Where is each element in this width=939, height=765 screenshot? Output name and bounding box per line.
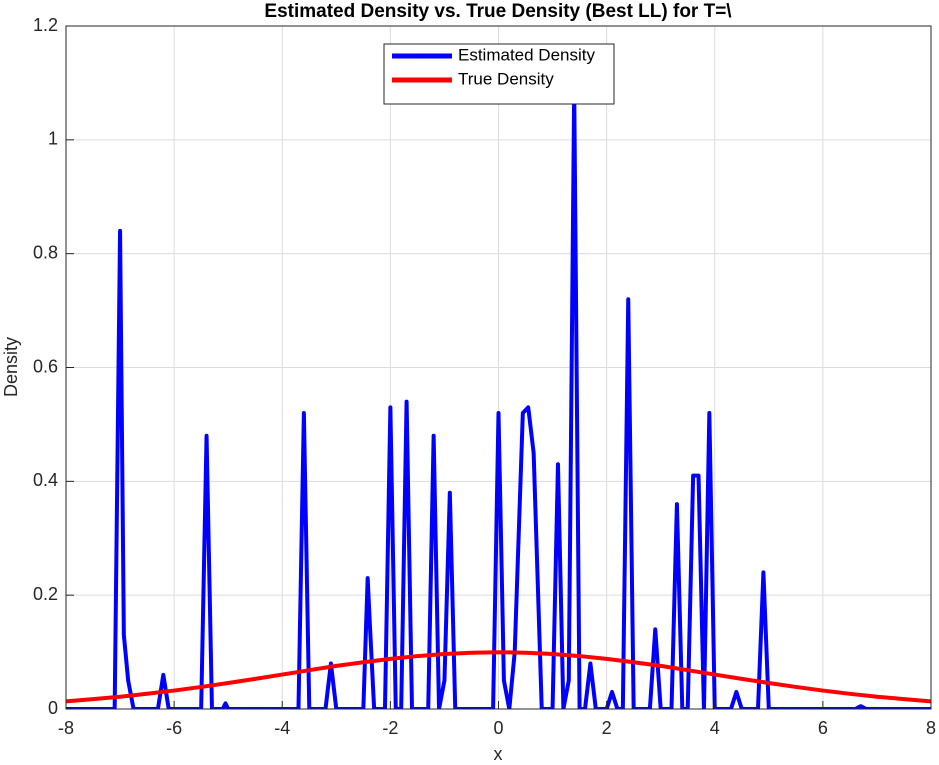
x-tick-label: -8 bbox=[58, 718, 74, 738]
y-axis-label: Density bbox=[1, 337, 21, 397]
y-tick-label: 0 bbox=[48, 698, 58, 718]
legend-box bbox=[383, 43, 615, 105]
y-tick-label: 1.2 bbox=[33, 15, 58, 35]
data-line bbox=[66, 650, 931, 704]
x-tick-label: 2 bbox=[602, 718, 612, 738]
x-tick-label: -6 bbox=[166, 718, 182, 738]
x-tick-label: 0 bbox=[493, 718, 503, 738]
legend-label: True Density bbox=[458, 69, 554, 88]
x-tick-label: 8 bbox=[926, 718, 936, 738]
x-tick-label: -4 bbox=[274, 718, 290, 738]
chart-title: Estimated Density vs. True Density (Best… bbox=[264, 1, 732, 22]
y-tick-label: 0.8 bbox=[33, 242, 58, 262]
x-axis-label: x bbox=[494, 744, 503, 764]
y-tick-label: 0.4 bbox=[33, 470, 58, 490]
y-tick-label: 0.2 bbox=[33, 584, 58, 604]
y-tick-label: 0.6 bbox=[33, 356, 58, 376]
x-tick-label: 4 bbox=[710, 718, 720, 738]
legend-label: Estimated Density bbox=[458, 45, 595, 64]
x-tick-label: 6 bbox=[818, 718, 828, 738]
y-tick-label: 1 bbox=[48, 129, 58, 149]
x-tick-label: -2 bbox=[382, 718, 398, 738]
